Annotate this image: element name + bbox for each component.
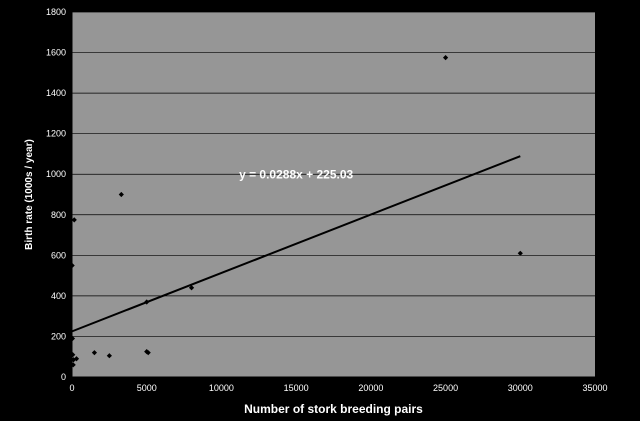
x-tick-label: 10000 bbox=[209, 383, 234, 393]
x-tick-label: 20000 bbox=[358, 383, 383, 393]
x-tick-label: 5000 bbox=[137, 383, 157, 393]
y-tick-label: 1400 bbox=[46, 88, 66, 98]
axes bbox=[71, 12, 596, 381]
data-point bbox=[106, 353, 112, 359]
y-tick-label: 200 bbox=[51, 331, 66, 341]
data-point bbox=[69, 335, 76, 342]
data-point bbox=[144, 299, 150, 305]
trendline-equation-label: y = 0.0288x + 225.03 bbox=[239, 167, 353, 181]
plot-area bbox=[72, 12, 595, 377]
data-point bbox=[73, 356, 80, 362]
data-point bbox=[69, 262, 75, 269]
x-tick-label: 0 bbox=[69, 383, 74, 393]
data-point bbox=[118, 191, 124, 198]
x-tick-labels: 0 5000 10000 15000 20000 25000 30000 35000 bbox=[69, 383, 607, 393]
y-tick-label: 1000 bbox=[46, 169, 66, 179]
data-point bbox=[517, 250, 523, 256]
data-point bbox=[91, 350, 98, 356]
data-points bbox=[69, 55, 523, 368]
x-tick-label: 15000 bbox=[284, 383, 309, 393]
y-tick-label: 800 bbox=[51, 210, 66, 220]
y-tick-label: 1800 bbox=[46, 7, 66, 17]
y-tick-label: 400 bbox=[51, 291, 66, 301]
data-point bbox=[442, 55, 449, 61]
y-tick-label: 1600 bbox=[46, 48, 66, 58]
y-axis-title: Birth rate (1000s / year) bbox=[24, 139, 35, 250]
x-axis-title: Number of stork breeding pairs bbox=[244, 402, 423, 416]
data-point bbox=[70, 352, 76, 358]
gridlines bbox=[72, 11, 595, 337]
data-point bbox=[71, 217, 77, 223]
y-tick-label: 600 bbox=[51, 250, 66, 260]
x-tick-label: 35000 bbox=[582, 383, 607, 393]
y-tick-label: 1200 bbox=[46, 129, 66, 139]
y-tick-label: 0 bbox=[61, 372, 66, 382]
y-tick-labels: 0 200 400 600 800 1000 1200 1400 1600 1800 bbox=[46, 7, 66, 382]
data-point bbox=[70, 362, 76, 368]
data-point bbox=[145, 350, 151, 356]
data-point bbox=[70, 357, 77, 363]
x-tick-label: 30000 bbox=[508, 383, 533, 393]
data-point bbox=[188, 285, 195, 291]
x-tick-label: 25000 bbox=[433, 383, 458, 393]
